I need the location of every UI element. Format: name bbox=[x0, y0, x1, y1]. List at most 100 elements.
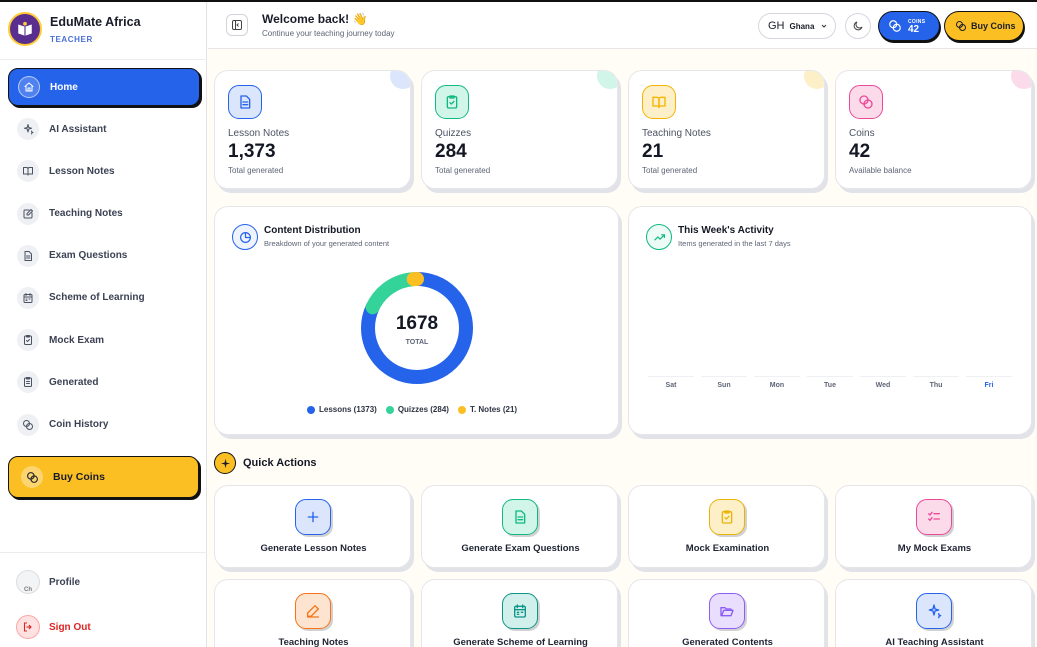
quick-action-teaching-notes[interactable]: Teaching Notes bbox=[214, 579, 411, 647]
sidebar-profile[interactable]: Ch Profile bbox=[16, 570, 80, 594]
brand-role: TEACHER bbox=[50, 34, 93, 44]
brand[interactable]: EduMate Africa TEACHER bbox=[8, 12, 141, 46]
quick-action-generate-lesson-notes[interactable]: Generate Lesson Notes bbox=[214, 485, 411, 568]
quick-action-mock-examination[interactable]: Mock Examination bbox=[628, 485, 825, 568]
sidebar-item-label: Exam Questions bbox=[49, 250, 128, 262]
sidebar-item-home[interactable]: Home bbox=[8, 68, 200, 106]
stat-card-lesson-notes: Lesson Notes 1,373 Total generated bbox=[214, 70, 411, 189]
quick-action-generate-scheme-of-learning[interactable]: Generate Scheme of Learning bbox=[421, 579, 618, 647]
sidebar-item-ai-assistant[interactable]: AI Assistant bbox=[8, 110, 200, 148]
quick-action-generated-contents[interactable]: Generated Contents bbox=[628, 579, 825, 647]
stat-label: Quizzes bbox=[435, 128, 472, 139]
nav-icon-wrap bbox=[18, 76, 40, 98]
stat-icon-wrap bbox=[849, 85, 883, 119]
sidebar: EduMate Africa TEACHER Home AI Assistant L… bbox=[0, 2, 207, 647]
brand-logo-icon bbox=[8, 12, 42, 46]
sign-out-button[interactable]: Sign Out bbox=[16, 615, 91, 639]
sidebar-item-label: Home bbox=[50, 81, 78, 93]
donut-slice-t-notes[interactable] bbox=[361, 272, 473, 384]
activity-day-label: Wed bbox=[875, 382, 891, 389]
home-icon bbox=[24, 82, 34, 92]
coins-icon bbox=[21, 466, 43, 488]
divider bbox=[0, 59, 207, 60]
activity-bar-baseline bbox=[966, 376, 1012, 377]
quick-action-generate-exam-questions[interactable]: Generate Exam Questions bbox=[421, 485, 618, 568]
sidebar-item-coin-history[interactable]: Coin History bbox=[8, 406, 200, 444]
stat-value: 21 bbox=[642, 141, 664, 162]
profile-label: Profile bbox=[49, 576, 81, 588]
divider bbox=[0, 552, 207, 553]
quick-action-label: AI Teaching Assistant bbox=[885, 637, 984, 647]
coins-icon bbox=[859, 95, 873, 109]
quick-action-label: Generated Contents bbox=[682, 637, 773, 647]
avatar: Ch bbox=[16, 570, 40, 594]
quick-action-my-mock-exams[interactable]: My Mock Exams bbox=[835, 485, 1032, 568]
header-buy-coins-button[interactable]: Buy Coins bbox=[944, 11, 1024, 41]
theme-toggle-button[interactable] bbox=[845, 13, 871, 39]
stat-card-teaching-notes: Teaching Notes 21 Total generated bbox=[628, 70, 825, 189]
folder-open-icon bbox=[720, 607, 734, 617]
document-icon bbox=[24, 250, 32, 261]
pie-chart-icon bbox=[232, 224, 258, 250]
distribution-legend: Lessons (1373) Quizzes (284) T. Notes (2… bbox=[307, 405, 526, 414]
sidebar-buy-coins-button[interactable]: Buy Coins bbox=[8, 456, 199, 498]
coins-balance-pill[interactable]: COINS 42 bbox=[878, 11, 940, 41]
sidebar-nav: Home AI Assistant Lesson Notes Teaching Not… bbox=[8, 68, 200, 448]
activity-day-label: Fri bbox=[984, 382, 994, 389]
sidebar-item-label: Lesson Notes bbox=[49, 165, 115, 177]
sign-out-label: Sign Out bbox=[49, 621, 91, 633]
quick-action-icon-wrap bbox=[709, 499, 745, 535]
decorative-blob bbox=[1011, 71, 1031, 89]
decorative-blob bbox=[390, 71, 410, 89]
donut-total-value: 1678 bbox=[396, 313, 438, 334]
activity-day-label: Sun bbox=[717, 382, 731, 389]
sidebar-buy-coins-label: Buy Coins bbox=[53, 471, 105, 483]
stat-label: Coins bbox=[849, 128, 875, 139]
country-code: GH bbox=[768, 20, 785, 32]
sparkles-icon bbox=[928, 604, 942, 619]
nav-icon-wrap bbox=[17, 371, 39, 394]
welcome-subtitle: Continue your teaching journey today bbox=[262, 29, 395, 38]
quick-action-label: Mock Examination bbox=[685, 543, 770, 554]
activity-subtitle: Items generated in the last 7 days bbox=[678, 239, 791, 248]
stat-card-coins: Coins 42 Available balance bbox=[835, 70, 1032, 189]
sidebar-item-generated[interactable]: Generated bbox=[8, 363, 200, 401]
sidebar-item-exam-questions[interactable]: Exam Questions bbox=[8, 237, 200, 275]
quick-action-ai-teaching-assistant[interactable]: AI Teaching Assistant bbox=[835, 579, 1032, 647]
nav-icon-wrap bbox=[17, 160, 39, 183]
quick-action-icon-wrap bbox=[295, 499, 331, 535]
stat-value: 1,373 bbox=[228, 141, 276, 162]
quick-action-label: Generate Scheme of Learning bbox=[453, 637, 588, 647]
legend-label: Lessons (1373) bbox=[319, 405, 377, 414]
calendar-icon bbox=[514, 604, 526, 618]
chevron-down-icon bbox=[822, 24, 827, 28]
quick-action-icon-wrap bbox=[502, 593, 538, 629]
sidebar-item-mock-exam[interactable]: Mock Exam bbox=[8, 321, 200, 359]
moon-icon bbox=[853, 21, 863, 31]
quick-actions-title: Quick Actions bbox=[243, 457, 317, 469]
stat-subtext: Total generated bbox=[642, 166, 698, 175]
coins-icon bbox=[956, 21, 966, 31]
decorative-blob bbox=[597, 71, 617, 89]
sidebar-toggle-button[interactable] bbox=[226, 14, 248, 36]
stat-subtext: Total generated bbox=[228, 166, 284, 175]
decorative-blob bbox=[804, 71, 824, 89]
stat-subtext: Total generated bbox=[435, 166, 491, 175]
legend-dot bbox=[385, 405, 394, 414]
stat-label: Teaching Notes bbox=[642, 128, 711, 139]
weekly-activity-card: This Week's Activity Items generated in … bbox=[628, 206, 1032, 435]
sidebar-item-scheme-of-learning[interactable]: Scheme of Learning bbox=[8, 279, 200, 317]
sidebar-item-lesson-notes[interactable]: Lesson Notes bbox=[8, 152, 200, 190]
legend-label: T. Notes (21) bbox=[469, 405, 518, 414]
donut-total-label: TOTAL bbox=[406, 339, 429, 346]
quick-action-label: Generate Exam Questions bbox=[461, 543, 580, 554]
quick-actions-heading: Quick Actions bbox=[214, 452, 317, 474]
sidebar-item-label: Mock Exam bbox=[49, 334, 105, 346]
sidebar-item-teaching-notes[interactable]: Teaching Notes bbox=[8, 195, 200, 233]
sidebar-item-label: Scheme of Learning bbox=[49, 292, 145, 304]
clipboard-list-icon bbox=[24, 377, 32, 388]
country-selector[interactable]: GH Ghana bbox=[758, 13, 836, 39]
logout-icon bbox=[16, 615, 40, 639]
quick-action-label: My Mock Exams bbox=[897, 543, 972, 554]
donut-chart: 1678 TOTAL bbox=[361, 272, 473, 384]
